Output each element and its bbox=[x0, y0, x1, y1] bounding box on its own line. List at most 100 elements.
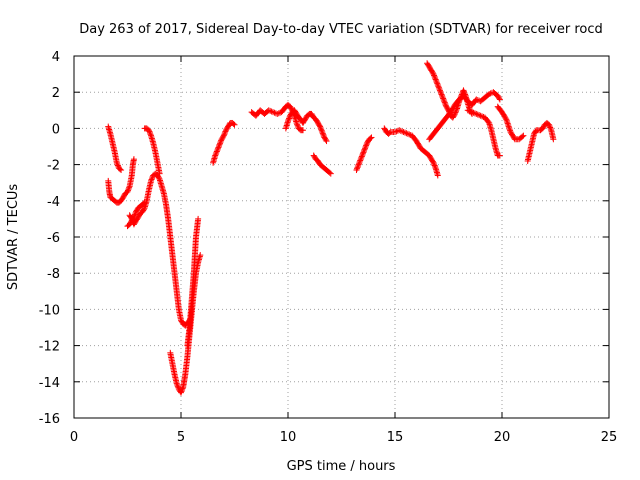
data-point bbox=[442, 100, 449, 107]
data-point bbox=[267, 107, 274, 114]
data-point bbox=[358, 154, 365, 161]
data-point bbox=[433, 79, 440, 86]
data-point bbox=[469, 109, 476, 116]
data-point bbox=[399, 128, 406, 135]
data-point bbox=[496, 152, 503, 159]
data-point bbox=[215, 144, 222, 151]
data-point bbox=[404, 130, 411, 137]
y-tick-label: -14 bbox=[39, 376, 60, 391]
data-point bbox=[126, 184, 133, 191]
data-point bbox=[460, 87, 467, 94]
data-point bbox=[327, 170, 334, 177]
data-point bbox=[173, 380, 180, 387]
data-point bbox=[320, 131, 327, 138]
data-point bbox=[222, 128, 229, 135]
data-point bbox=[174, 383, 181, 390]
data-point bbox=[114, 162, 121, 169]
data-point bbox=[217, 140, 224, 147]
data-point bbox=[520, 132, 527, 139]
data-point bbox=[435, 84, 442, 91]
data-point bbox=[439, 92, 446, 99]
data-point bbox=[368, 134, 375, 141]
data-point bbox=[432, 75, 439, 82]
data-point bbox=[434, 80, 441, 87]
data-point bbox=[265, 107, 272, 114]
data-point bbox=[212, 152, 219, 159]
data-point bbox=[117, 166, 124, 173]
data-point bbox=[294, 121, 301, 128]
data-point bbox=[485, 118, 492, 125]
data-point bbox=[477, 112, 484, 119]
data-point bbox=[476, 112, 483, 119]
data-point bbox=[148, 177, 155, 184]
data-point bbox=[317, 123, 324, 130]
data-point bbox=[451, 110, 458, 117]
data-point bbox=[214, 145, 221, 152]
data-point bbox=[125, 187, 132, 194]
data-point bbox=[396, 127, 403, 134]
data-point bbox=[519, 133, 526, 140]
plot-frame bbox=[73, 55, 610, 419]
data-point bbox=[429, 69, 436, 76]
data-point bbox=[114, 161, 121, 168]
data-point bbox=[355, 162, 362, 169]
x-tick-label: 10 bbox=[280, 430, 297, 445]
data-point bbox=[286, 114, 293, 121]
x-tick-label: 15 bbox=[387, 430, 404, 445]
data-point bbox=[128, 214, 135, 221]
data-point bbox=[146, 128, 153, 135]
data-point bbox=[438, 90, 445, 97]
data-point bbox=[464, 107, 471, 114]
data-point bbox=[362, 143, 369, 150]
data-point bbox=[430, 159, 437, 166]
data-point bbox=[155, 174, 162, 181]
data-point bbox=[546, 123, 553, 130]
data-point bbox=[393, 128, 400, 135]
data-point bbox=[326, 169, 333, 176]
data-point bbox=[439, 94, 446, 101]
data-point bbox=[216, 141, 223, 148]
y-tick-label: -2 bbox=[47, 159, 60, 174]
data-point bbox=[467, 108, 474, 115]
axis-ticks: 0 5 10 15 20 25 -16 -14 -12 -10 -8 -6 -4 -2 0 2 4 bbox=[39, 50, 618, 445]
data-point bbox=[431, 161, 438, 168]
data-point bbox=[470, 109, 477, 116]
y-tick-label: -16 bbox=[39, 412, 60, 427]
data-point bbox=[444, 106, 451, 113]
data-point bbox=[299, 127, 306, 134]
data-point bbox=[355, 161, 362, 168]
data-point bbox=[397, 127, 404, 134]
data-point bbox=[547, 125, 554, 132]
y-tick-label: 0 bbox=[52, 122, 60, 137]
data-point bbox=[406, 131, 413, 138]
data-point bbox=[360, 149, 367, 156]
data-point bbox=[547, 124, 554, 131]
data-point bbox=[361, 146, 368, 153]
data-point bbox=[432, 163, 439, 170]
x-tick-label: 20 bbox=[494, 430, 511, 445]
data-point bbox=[286, 115, 293, 122]
data-point bbox=[434, 81, 441, 88]
data-point bbox=[363, 141, 370, 148]
data-points bbox=[105, 60, 557, 396]
data-point bbox=[356, 158, 363, 165]
data-point bbox=[146, 129, 153, 136]
data-point bbox=[124, 188, 131, 195]
data-point bbox=[293, 119, 300, 126]
data-point bbox=[502, 115, 509, 122]
data-point bbox=[220, 132, 227, 139]
data-point bbox=[319, 129, 326, 136]
data-point bbox=[213, 148, 220, 155]
data-point bbox=[403, 130, 410, 137]
data-point bbox=[319, 130, 326, 137]
y-tick-label: -6 bbox=[47, 231, 60, 246]
data-point bbox=[359, 150, 366, 157]
data-point bbox=[466, 107, 473, 114]
y-axis-label: SDTVAR / TECUs bbox=[6, 184, 21, 291]
data-point bbox=[442, 102, 449, 109]
data-point bbox=[354, 165, 361, 172]
data-point bbox=[473, 110, 480, 117]
data-point bbox=[113, 159, 120, 166]
data-point bbox=[270, 109, 277, 116]
data-point bbox=[461, 88, 468, 95]
